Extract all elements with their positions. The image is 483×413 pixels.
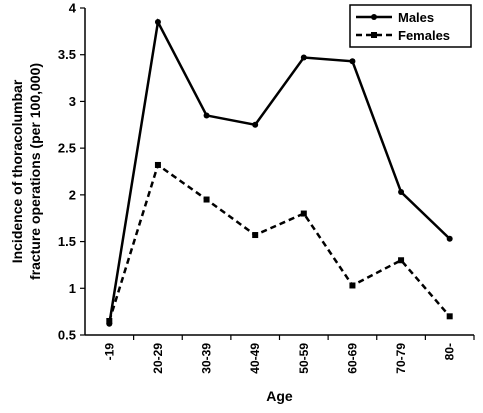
legend-label-females: Females [398, 28, 450, 43]
data-point-females [446, 313, 453, 320]
y-axis-title-line2: fracture operations (per 100,000) [27, 63, 43, 280]
data-point-females [106, 317, 113, 324]
x-axis-title: Age [266, 388, 293, 404]
series [106, 18, 453, 327]
series-line-females [108, 162, 451, 322]
y-tick-label: 2 [69, 187, 76, 202]
x-tick-label: 40-49 [248, 343, 262, 374]
legend-marker-males [371, 14, 377, 20]
data-point-females [398, 257, 405, 264]
data-point-females [300, 210, 307, 217]
y-axis-title: Incidence of thoracolumbar fracture oper… [9, 63, 43, 280]
legend-box [349, 4, 472, 48]
y-tick-label: 2.5 [58, 141, 76, 156]
data-point-males [446, 235, 453, 242]
y-axis-title-line1: Incidence of thoracolumbar [9, 79, 25, 263]
series-line-males [108, 18, 451, 324]
y-ticks: 0.5 1 1.5 2 2.5 3 3.5 4 [58, 1, 85, 343]
x-tick-label: 30-39 [200, 343, 214, 374]
data-point-females [154, 161, 161, 168]
y-tick-label: 4 [69, 1, 77, 16]
legend-label-males: Males [398, 10, 434, 25]
x-ticks: -19 20-29 30-39 40-49 50-59 60-69 70-79 80- [102, 335, 475, 374]
data-point-females [252, 232, 259, 239]
data-point-males [154, 19, 161, 26]
y-tick-label: 3.5 [58, 47, 76, 62]
x-tick-label: 70-79 [394, 343, 408, 374]
y-tick-label: 0.5 [58, 328, 76, 343]
data-point-females [203, 196, 210, 203]
x-tick-label: 60-69 [345, 343, 359, 374]
data-point-males [349, 58, 356, 65]
y-tick-label: 1.5 [58, 234, 76, 249]
x-tick-label: 20-29 [151, 343, 165, 374]
axes [84, 8, 474, 336]
y-tick-label: 1 [69, 281, 76, 296]
y-tick-label: 3 [69, 94, 76, 109]
data-point-males [203, 112, 210, 119]
legend-marker-females [371, 32, 377, 38]
data-point-males [398, 189, 405, 196]
data-point-males [252, 121, 259, 128]
legend: Males Females [349, 4, 472, 48]
x-tick-label: 50-59 [297, 343, 311, 374]
x-tick-label: -19 [102, 343, 116, 361]
data-point-males [300, 54, 307, 61]
x-tick-label: 80- [443, 343, 457, 360]
data-point-females [349, 282, 356, 289]
